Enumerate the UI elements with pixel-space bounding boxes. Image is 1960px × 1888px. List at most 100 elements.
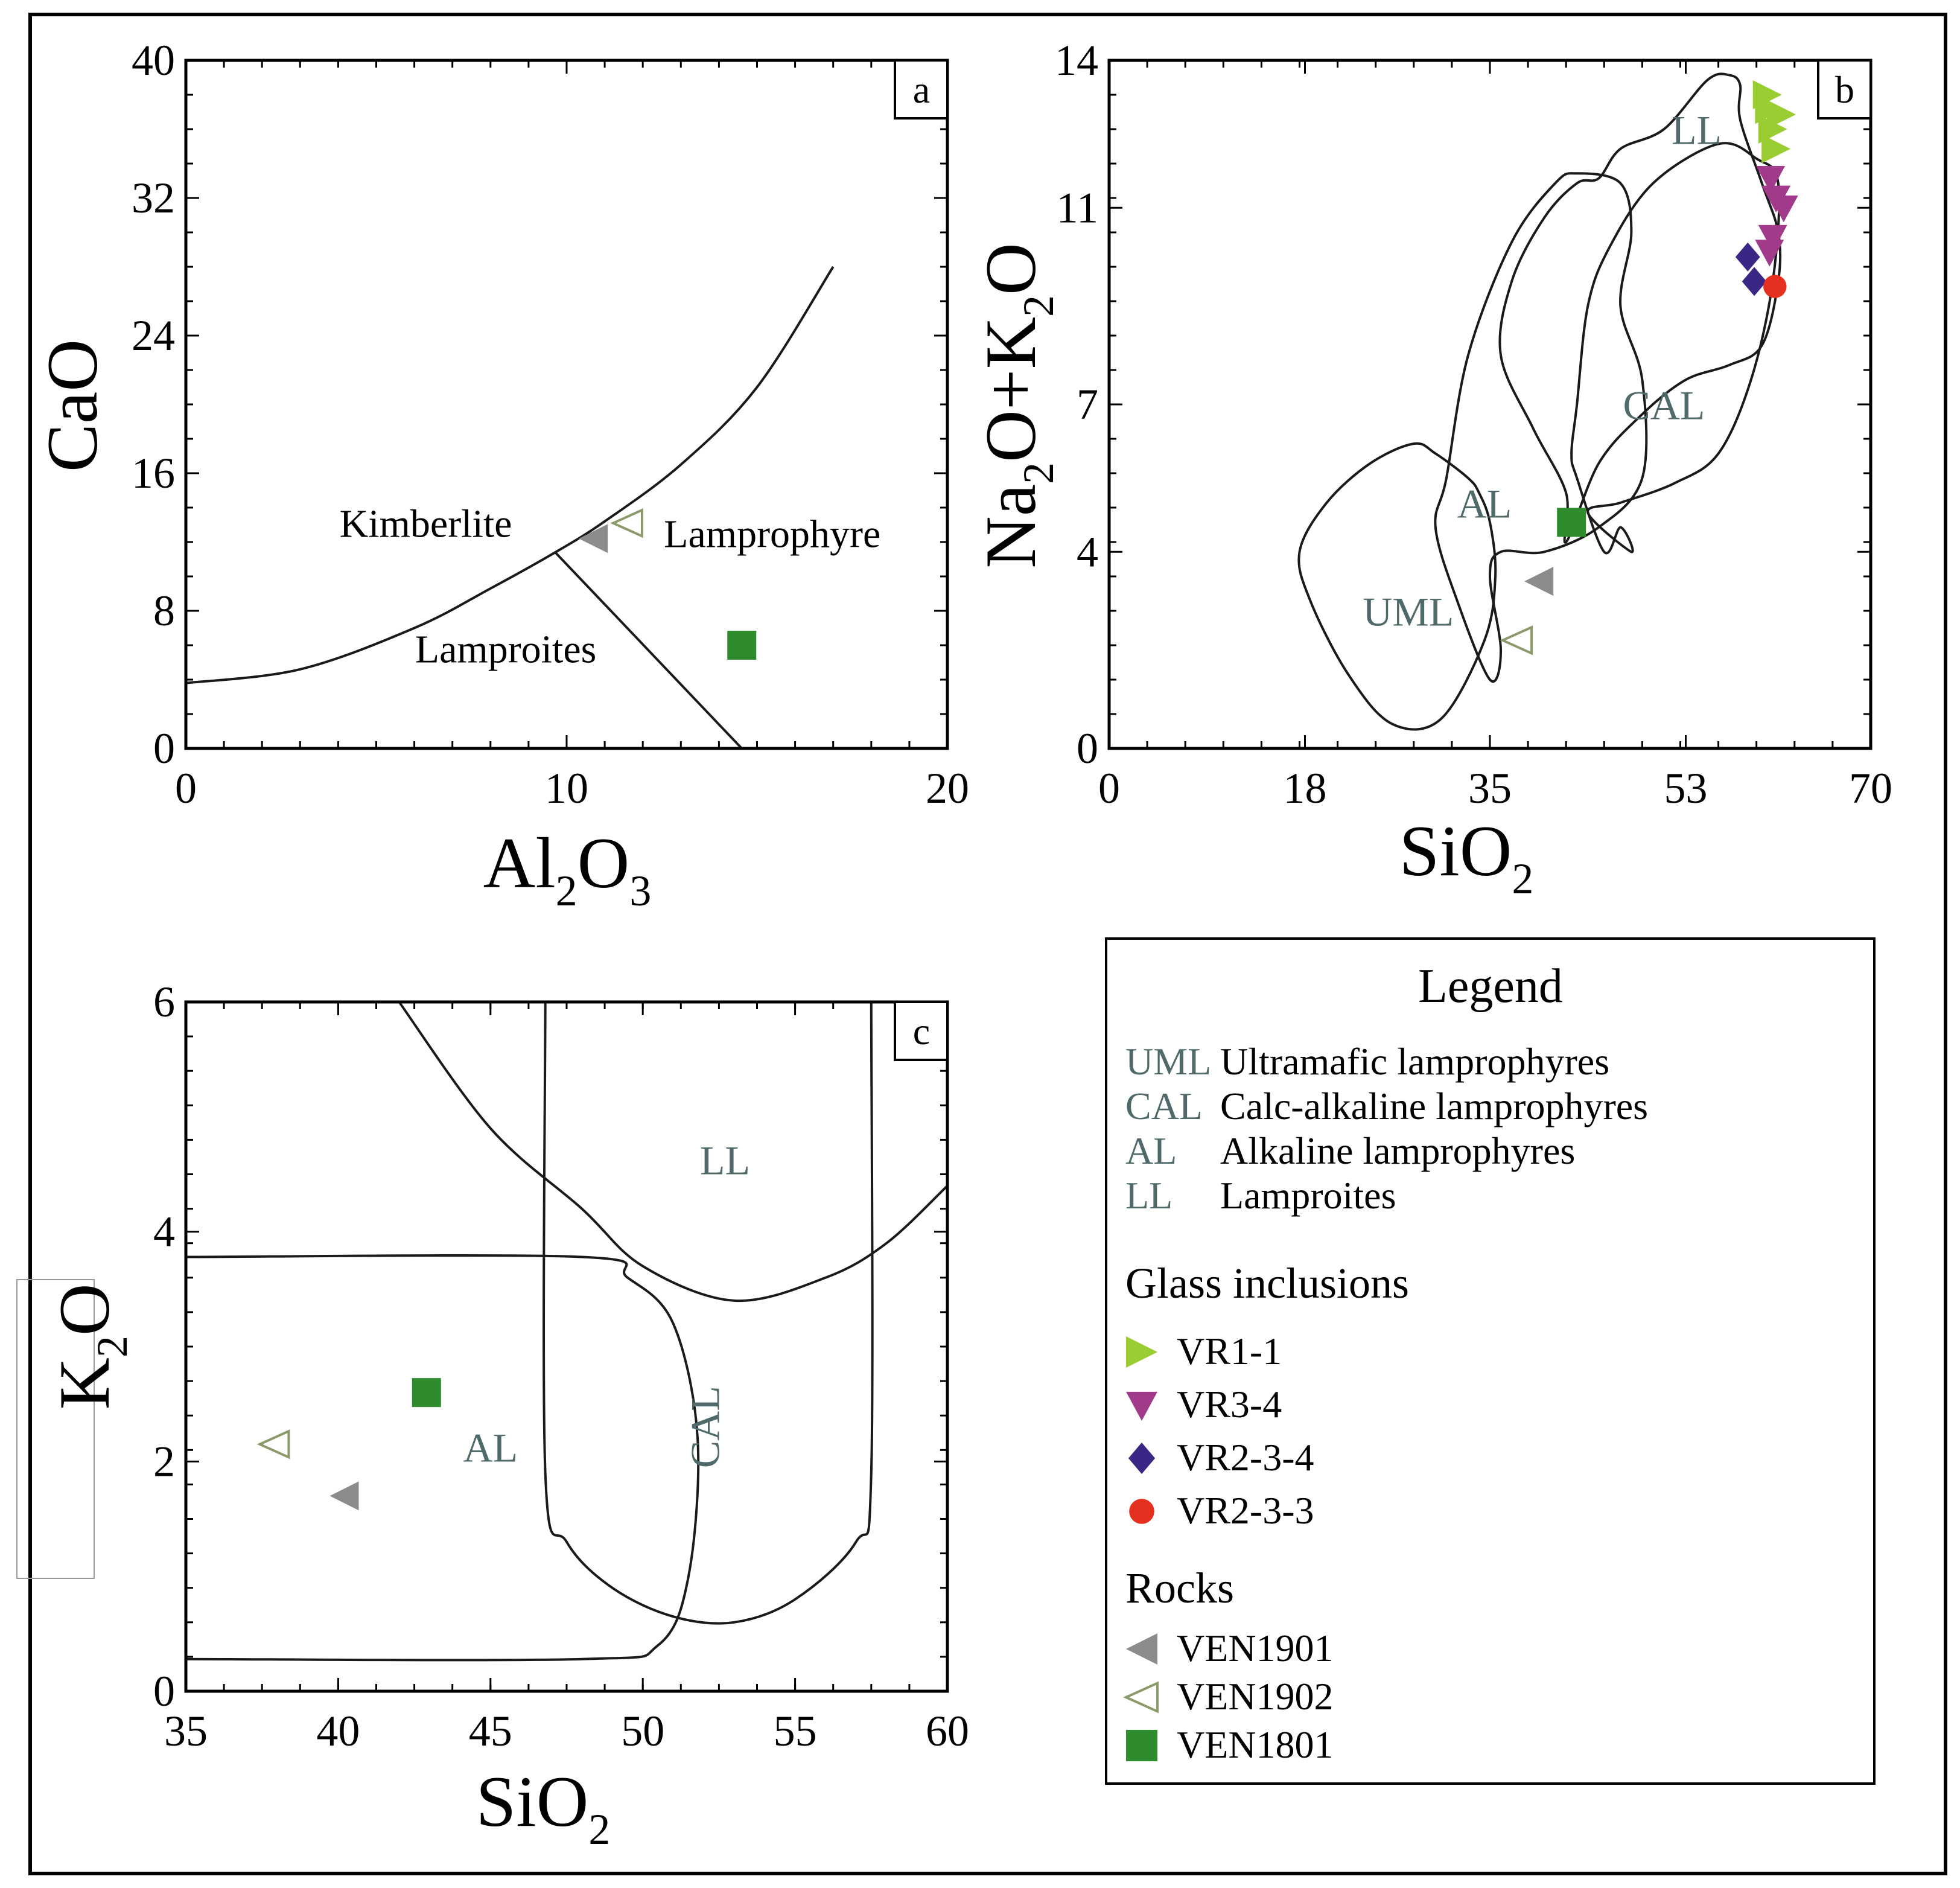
legend-marker-vr2-3-4 <box>1128 1443 1156 1474</box>
panel-a-point-ven1901 <box>579 524 608 553</box>
legend-label-ven1801: VEN1801 <box>1177 1723 1334 1766</box>
panel-a: 0 10 20 0 8 16 24 32 40 Kimberlite Lamprophyre Lam… <box>32 36 969 915</box>
legend-field-name: Ultramafic lamprophyres <box>1220 1040 1609 1083</box>
panel-c-letter-box <box>894 1001 949 1061</box>
legend-frame <box>1105 937 1876 1785</box>
panel-b-field-label: AL <box>1457 480 1512 526</box>
panel-a-ylabel: CaO <box>32 339 112 472</box>
panel-b-point-vr3-4 <box>1756 166 1786 193</box>
panel-b-field-label: CAL <box>1623 382 1705 428</box>
panel-a-field-label: Lamprophyre <box>664 512 880 557</box>
panel-c-letter: c <box>913 1010 930 1053</box>
panel-c-ytick-label: 4 <box>153 1208 175 1256</box>
panel-b-ylabel: Na2O+K2O <box>970 243 1063 569</box>
panel-a-boundary-lamproite-lamprophyre-divider <box>554 551 743 750</box>
panel-b-frame <box>1107 59 1872 750</box>
panel-a-ytick-label: 40 <box>132 36 175 85</box>
panel-b: 0 18 35 53 70 0 4 7 11 14 LL CAL AL UML b Na2O+K2O S… <box>970 36 1892 903</box>
panel-b-field-label: UML <box>1363 588 1454 634</box>
panel-a-field-label: Lamproites <box>415 628 597 672</box>
panel-c-xlabel: SiO2 <box>476 1761 611 1854</box>
panel-b-point-vr2-3-4 <box>1742 267 1767 296</box>
panel-c-points <box>256 1378 441 1511</box>
panel-c-xtick-label: 60 <box>926 1707 969 1755</box>
legend-marker-ven1901 <box>1126 1633 1157 1665</box>
panel-b-points <box>1500 80 1798 655</box>
panel-c-xtick-label: 40 <box>316 1707 360 1755</box>
panel-c-field-label: LL <box>700 1138 750 1184</box>
panel-a-point-ven1902 <box>610 508 643 538</box>
panel-b-xtick-label: 18 <box>1284 764 1327 812</box>
panel-c-point-ven1801 <box>412 1378 441 1408</box>
panel-c-boundaries <box>185 1001 949 1662</box>
panel-b-point-ven1801 <box>1557 508 1586 537</box>
panel-c-ytick-label: 2 <box>153 1437 175 1485</box>
panel-a-ytick-label: 16 <box>132 449 175 497</box>
panel-b-point-vr1-1 <box>1761 134 1791 164</box>
legend-rocks-title: Rocks <box>1125 1564 1234 1612</box>
legend-glass: VR1-1 VR3-4 VR2-3-4 VR2-3-3 <box>1126 1330 1314 1532</box>
legend-marker-ven1902 <box>1123 1681 1159 1714</box>
panel-b-ytick-label: 7 <box>1077 380 1098 429</box>
panel-a-ticks: 0 10 20 0 8 16 24 32 40 <box>132 36 969 812</box>
panel-a-boundary-kimberlite-upper-curve <box>185 266 835 684</box>
panel-c-point-ven1901 <box>329 1481 359 1511</box>
legend-marker-vr1-1 <box>1126 1336 1157 1368</box>
panel-a-letter: a <box>913 68 930 111</box>
stray-box-line <box>16 1279 95 1579</box>
legend-label-vr2-3-4: VR2-3-4 <box>1177 1436 1314 1479</box>
legend-label-vr1-1: VR1-1 <box>1177 1330 1282 1373</box>
panel-b-point-vr3-4 <box>1755 240 1784 267</box>
legend-field-abbr: AL <box>1125 1129 1177 1172</box>
panel-c-xtick-label: 55 <box>774 1707 817 1755</box>
panel-c-ytick-label: 6 <box>153 978 175 1026</box>
legend-field-name: Lamproites <box>1220 1174 1396 1217</box>
panel-b-ytick-label: 14 <box>1055 36 1098 85</box>
panel-b-xtick-label: 35 <box>1468 764 1512 812</box>
legend-field-abbr: CAL <box>1125 1085 1203 1127</box>
panel-c-field-label: CAL <box>682 1386 728 1468</box>
panel-b-ytick-label: 11 <box>1057 183 1098 232</box>
panel-b-ytick-label: 4 <box>1077 528 1098 576</box>
panel-a-ytick-label: 32 <box>132 174 175 222</box>
panel-a-ytick-label: 24 <box>132 311 175 360</box>
legend-field-name: Calc-alkaline lamprophyres <box>1220 1085 1648 1127</box>
panel-b-point-vr2-3-4 <box>1735 242 1760 272</box>
outer-frame <box>28 13 1947 1875</box>
panel-c-ticks: 35 40 45 50 55 60 0 2 4 6 <box>153 978 969 1755</box>
legend-title: Legend <box>1418 960 1563 1013</box>
legend-marker-vr2-3-3 <box>1129 1499 1154 1524</box>
panel-b-xtick-label: 0 <box>1098 764 1120 812</box>
panel-c-field-labels: LL AL CAL <box>463 1138 750 1471</box>
panel-b-field-cal <box>1570 142 1781 555</box>
legend-glass-title: Glass inclusions <box>1125 1259 1409 1307</box>
legend-marker-ven1801 <box>1126 1730 1157 1761</box>
panel-b-field-ll <box>1498 72 1782 544</box>
panel-b-fields <box>1297 72 1782 731</box>
panel-a-xtick-label: 0 <box>175 764 197 812</box>
legend-label-vr3-4: VR3-4 <box>1177 1383 1282 1426</box>
panel-b-ytick-label: 0 <box>1077 724 1098 773</box>
panel-a-ytick-label: 8 <box>153 587 175 635</box>
panel-a-point-ven1801 <box>727 631 757 660</box>
panel-c-ylabel: K2O <box>44 1283 136 1409</box>
panel-b-point-vr2-3-3 <box>1763 275 1787 298</box>
panel-c-xtick-label: 35 <box>164 1707 208 1755</box>
panel-c-frame <box>184 1000 949 1693</box>
panel-b-xtick-label: 53 <box>1664 764 1708 812</box>
panel-c-boundary-CAL-box <box>542 1001 874 1625</box>
panel-a-field-labels: Kimberlite Lamprophyre Lamproites <box>340 502 881 671</box>
legend-label-ven1901: VEN1901 <box>1177 1627 1334 1670</box>
panel-b-field-uml <box>1297 442 1497 731</box>
panel-b-xtick-label: 70 <box>1849 764 1892 812</box>
panel-a-frame <box>184 59 949 750</box>
panel-c-xtick-label: 50 <box>621 1707 664 1755</box>
legend-field-name: Alkaline lamprophyres <box>1220 1129 1575 1172</box>
legend-marker-vr3-4 <box>1126 1391 1157 1421</box>
panel-b-xlabel: SiO2 <box>1399 811 1534 903</box>
panel-a-letter-box <box>894 59 949 120</box>
legend-field-abbr: LL <box>1125 1174 1172 1217</box>
legend-fields: UML Ultramafic lamprophyres CAL Calc-alkali… <box>1125 1040 1648 1217</box>
panel-c-point-ven1902 <box>256 1429 290 1459</box>
legend: Legend UML Ultramafic lamprophyres CAL Calc… <box>1105 937 1876 1785</box>
